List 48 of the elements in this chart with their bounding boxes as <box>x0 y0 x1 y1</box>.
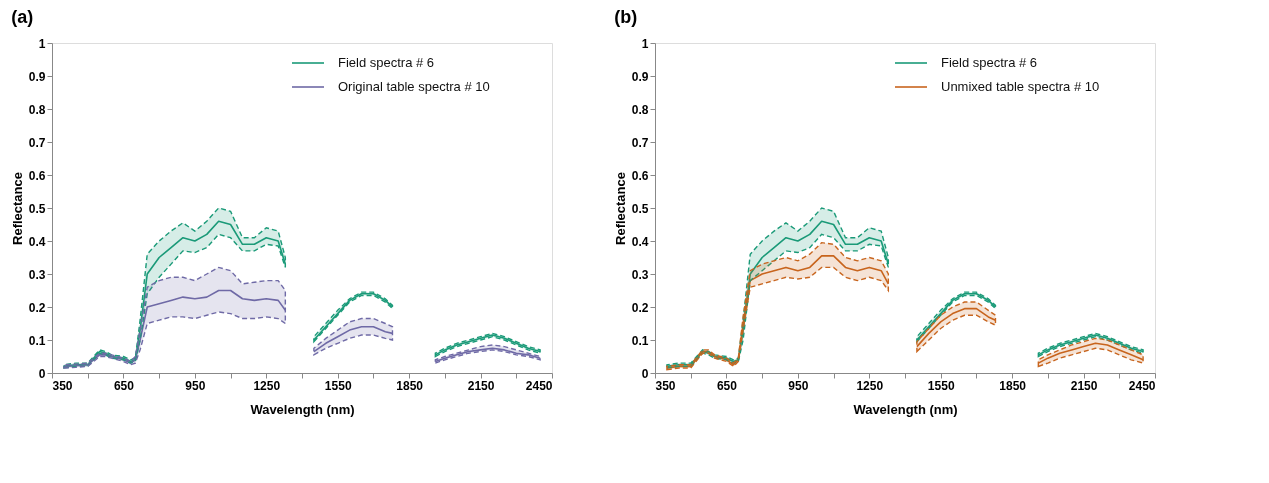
legend-label: Original table spectra # 10 <box>338 79 490 94</box>
x-tick-label: 950 <box>788 378 809 393</box>
y-tick-label: 0.9 <box>631 69 649 84</box>
y-tick-label: 0.7 <box>28 135 46 150</box>
x-axis-title: Wavelength (nm) <box>250 401 355 417</box>
y-tick-label: 0.8 <box>631 102 649 117</box>
x-tick-label: 1550 <box>324 378 352 393</box>
x-tick-label: 1250 <box>856 378 884 393</box>
y-tick-label: 0.3 <box>631 267 649 282</box>
y-tick-label: 0.9 <box>28 69 46 84</box>
y-tick-label: 0.2 <box>28 300 46 315</box>
y-tick-label: 0.4 <box>631 234 649 249</box>
x-tick-label: 350 <box>655 378 676 393</box>
x-tick-label: 2450 <box>525 378 553 393</box>
y-tick-label: 1 <box>38 36 46 51</box>
x-tick-label: 2150 <box>1070 378 1098 393</box>
legend-label: Unmixed table spectra # 10 <box>941 79 1100 94</box>
x-tick-label: 2450 <box>1128 378 1156 393</box>
y-tick-label: 1 <box>641 36 649 51</box>
y-tick-label: 0.6 <box>631 168 649 183</box>
y-tick-label: 0.2 <box>631 300 649 315</box>
x-tick-label: 650 <box>113 378 135 393</box>
x-tick-label: 1550 <box>927 378 955 393</box>
legend-label: Field spectra # 6 <box>941 55 1038 70</box>
x-tick-label: 350 <box>52 378 73 393</box>
y-tick-label: 0 <box>38 366 46 381</box>
x-tick-label: 1250 <box>253 378 281 393</box>
x-tick-label: 950 <box>185 378 206 393</box>
y-tick-label: 0 <box>641 366 649 381</box>
chart-title: (a) <box>11 7 34 27</box>
y-tick-label: 0.8 <box>28 102 46 117</box>
y-axis-title: Reflectance <box>612 172 628 245</box>
y-tick-label: 0.3 <box>28 267 46 282</box>
chart-title: (b) <box>614 7 638 27</box>
y-tick-label: 0.7 <box>631 135 649 150</box>
x-axis-title: Wavelength (nm) <box>853 401 958 417</box>
y-axis-title: Reflectance <box>9 172 25 245</box>
y-tick-label: 0.5 <box>28 201 46 216</box>
x-tick-label: 1850 <box>999 378 1027 393</box>
y-tick-label: 0.1 <box>631 333 649 348</box>
x-tick-label: 2150 <box>467 378 495 393</box>
x-tick-label: 650 <box>716 378 738 393</box>
y-tick-label: 0.6 <box>28 168 46 183</box>
x-tick-label: 1850 <box>396 378 424 393</box>
y-tick-label: 0.1 <box>28 333 46 348</box>
y-tick-label: 0.4 <box>28 234 46 249</box>
y-tick-label: 0.5 <box>631 201 649 216</box>
legend-label: Field spectra # 6 <box>338 55 435 70</box>
